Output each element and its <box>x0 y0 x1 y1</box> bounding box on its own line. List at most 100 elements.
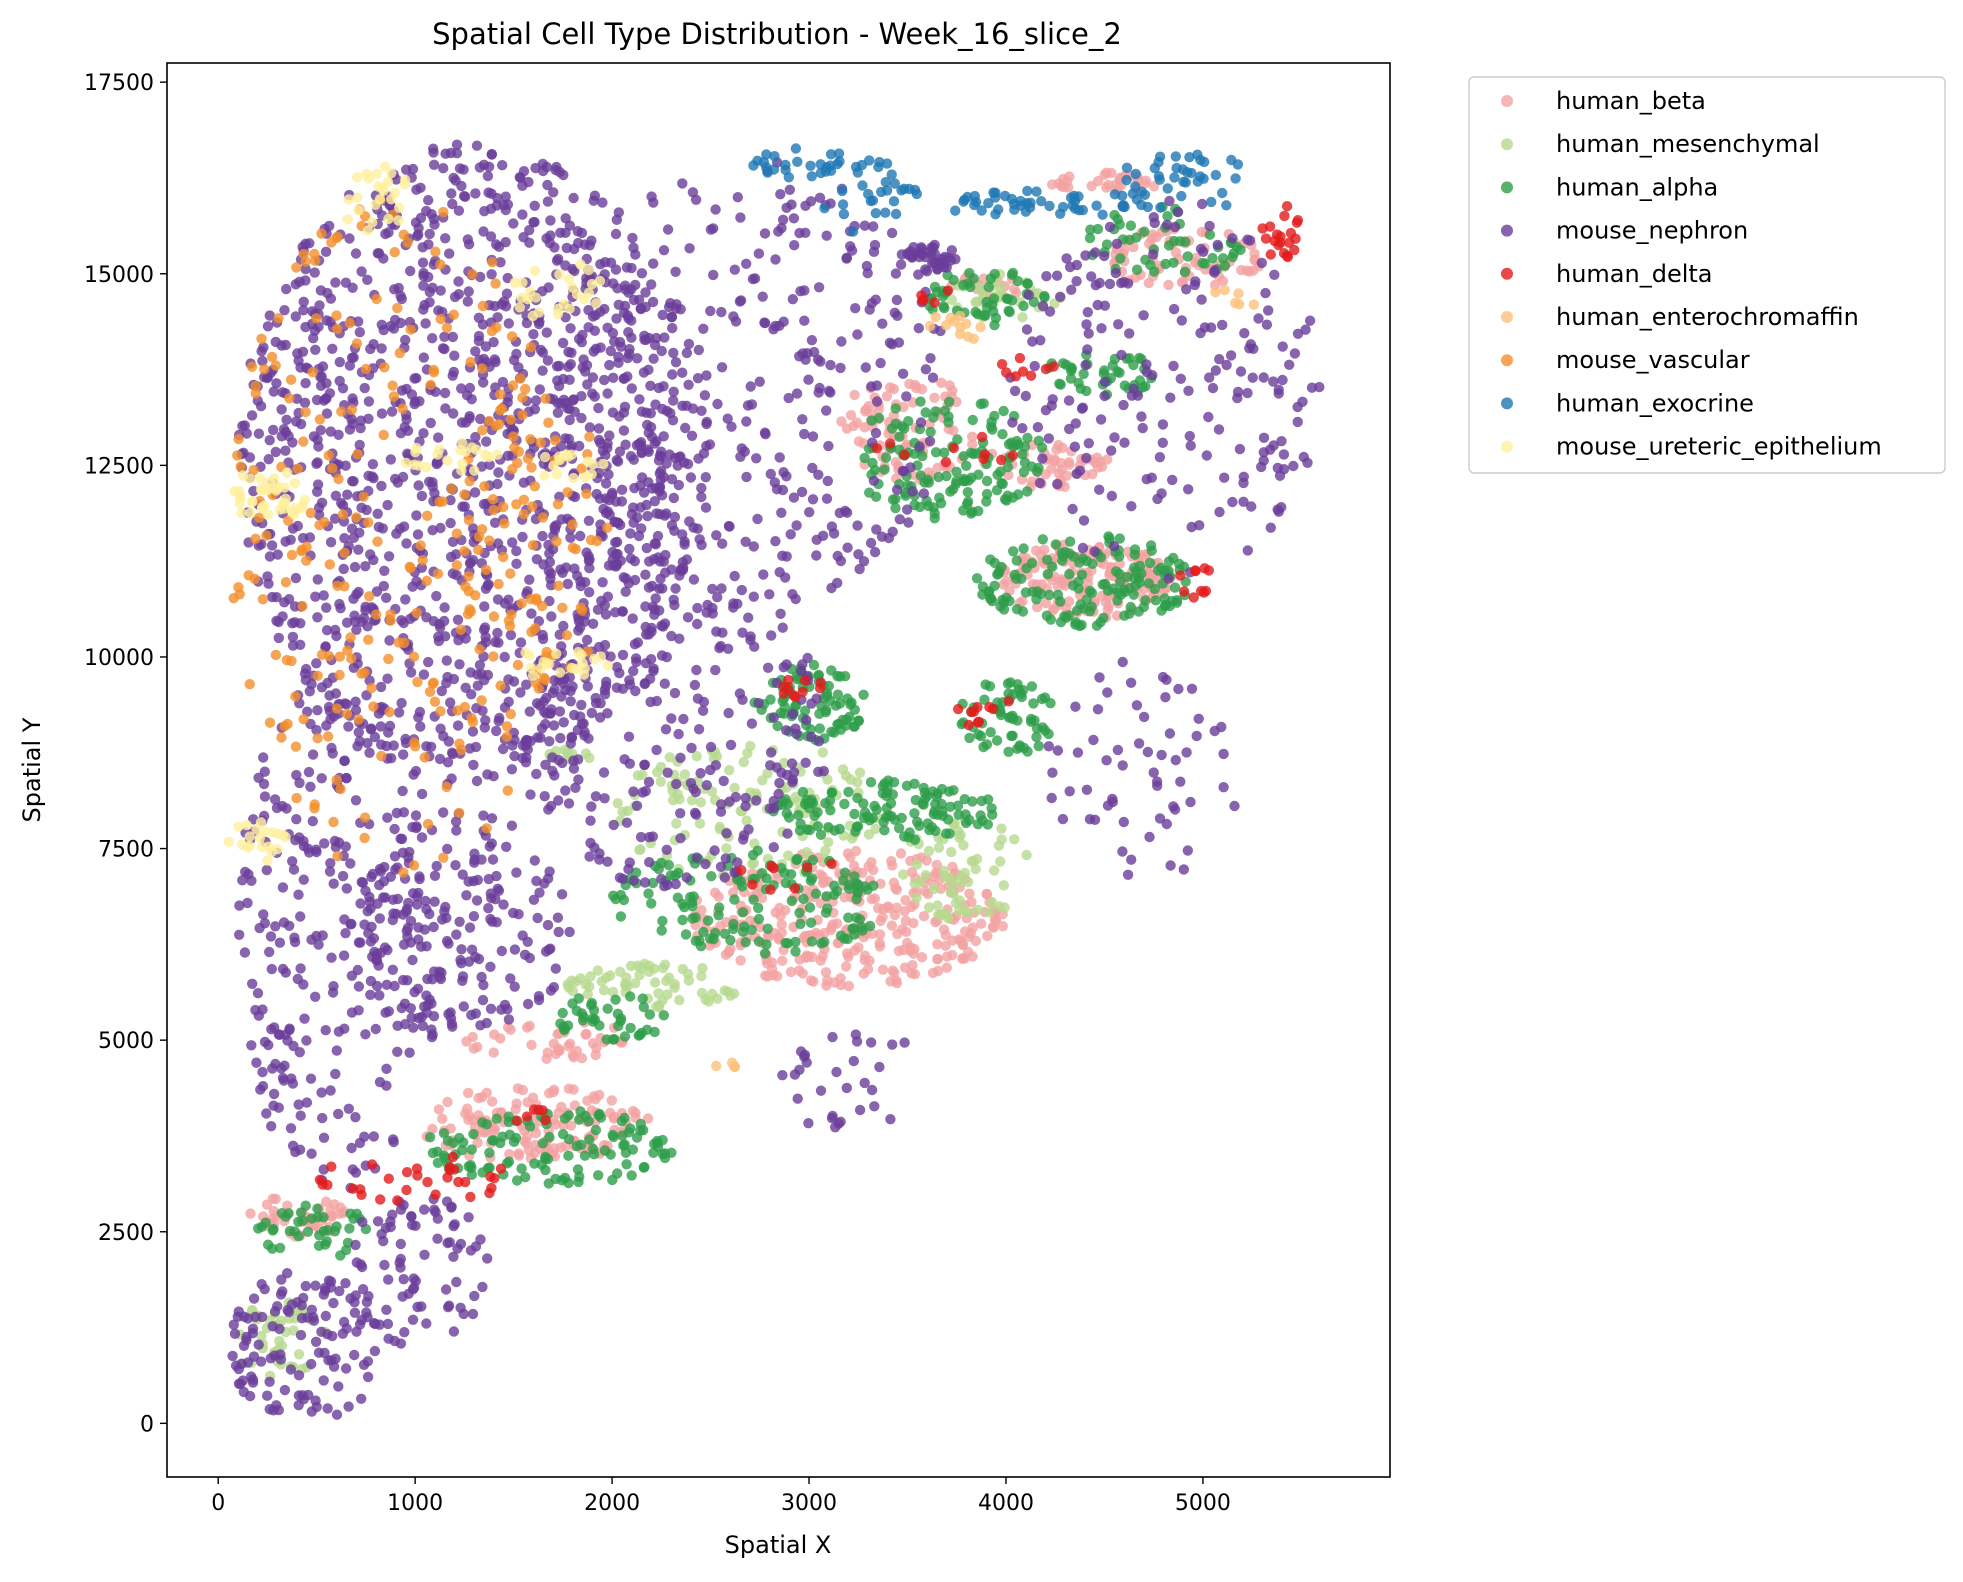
point-mouse-nephron <box>722 643 734 654</box>
point-mouse-nephron <box>450 860 461 871</box>
point-mouse-nephron <box>870 427 882 439</box>
point-mouse-nephron <box>399 1327 410 1338</box>
point-human-beta <box>488 1126 500 1137</box>
point-mouse-nephron <box>412 529 424 540</box>
point-mouse-nephron <box>802 652 813 664</box>
point-human-alpha <box>982 794 994 805</box>
point-human-mesenchymal <box>696 970 707 982</box>
point-mouse-nephron <box>799 428 810 440</box>
point-mouse-nephron <box>374 1076 386 1088</box>
point-mouse-nephron <box>1096 323 1107 334</box>
point-human-mesenchymal <box>632 770 644 781</box>
point-mouse-nephron <box>658 381 669 392</box>
point-mouse-nephron <box>1234 443 1246 455</box>
point-mouse-nephron <box>449 350 460 361</box>
point-mouse-nephron <box>460 417 472 428</box>
point-human-alpha <box>465 1160 476 1171</box>
point-mouse-nephron <box>584 851 595 862</box>
point-mouse-nephron <box>440 148 451 159</box>
point-mouse-nephron <box>391 807 402 819</box>
point-mouse-nephron <box>316 1087 327 1098</box>
point-mouse-nephron <box>1181 284 1192 295</box>
point-mouse-nephron <box>300 378 311 389</box>
point-human-alpha <box>1018 300 1029 312</box>
point-human-mesenchymal <box>696 987 708 999</box>
point-human-beta <box>794 954 805 965</box>
point-mouse-nephron <box>589 842 600 853</box>
point-mouse-nephron <box>549 770 560 781</box>
point-mouse-nephron <box>1253 313 1264 324</box>
point-mouse-nephron <box>1157 419 1169 430</box>
point-mouse-nephron <box>1007 417 1018 428</box>
point-mouse-nephron <box>613 351 624 362</box>
point-mouse-nephron <box>586 235 597 246</box>
point-mouse-nephron <box>1238 477 1249 489</box>
point-mouse-nephron <box>413 480 424 491</box>
point-mouse-nephron <box>292 348 303 359</box>
point-mouse-nephron <box>374 913 385 924</box>
point-human-alpha <box>1128 589 1139 600</box>
point-mouse-nephron <box>864 304 875 315</box>
point-human-alpha <box>753 936 765 947</box>
point-mouse-nephron <box>376 480 387 492</box>
point-mouse-nephron <box>686 430 698 441</box>
point-human-alpha <box>998 405 1009 417</box>
point-mouse-nephron <box>341 617 353 628</box>
point-mouse-nephron <box>554 706 566 717</box>
point-human-alpha <box>918 782 929 794</box>
point-mouse-nephron <box>1043 433 1055 444</box>
point-human-alpha <box>574 1171 585 1182</box>
point-mouse-nephron <box>321 315 332 326</box>
point-mouse-nephron <box>454 916 465 927</box>
point-human-alpha <box>1041 610 1053 621</box>
point-human-mesenchymal <box>801 847 812 858</box>
point-mouse-nephron <box>821 405 832 416</box>
point-mouse-nephron <box>804 507 815 518</box>
point-mouse-nephron <box>1111 238 1123 249</box>
point-mouse-nephron <box>528 894 540 905</box>
point-mouse-nephron <box>264 551 276 562</box>
point-human-beta <box>888 877 900 888</box>
point-mouse-nephron <box>608 819 619 831</box>
point-mouse-nephron <box>518 166 530 177</box>
point-mouse-nephron <box>726 421 737 432</box>
point-human-beta <box>965 928 976 939</box>
point-mouse-nephron <box>227 1350 238 1362</box>
point-mouse-nephron <box>1244 235 1256 246</box>
point-mouse-nephron <box>268 1100 279 1111</box>
point-human-beta <box>606 1095 617 1106</box>
point-mouse-nephron <box>1099 250 1110 262</box>
point-mouse-nephron <box>274 937 286 948</box>
point-mouse-nephron <box>426 209 437 220</box>
point-human-alpha <box>765 694 776 705</box>
point-human-alpha <box>293 1231 304 1242</box>
point-human-alpha <box>1064 569 1075 580</box>
point-mouse-nephron <box>282 1304 293 1316</box>
point-mouse-nephron <box>300 674 311 686</box>
point-human-alpha <box>917 798 928 809</box>
point-human-mesenchymal <box>288 1325 299 1336</box>
point-human-alpha <box>996 561 1007 573</box>
point-mouse-nephron <box>258 909 269 920</box>
point-mouse-nephron <box>349 561 361 573</box>
point-human-alpha <box>1100 578 1111 590</box>
point-mouse-nephron <box>1274 470 1286 481</box>
point-human-alpha <box>806 936 818 947</box>
point-mouse-nephron <box>565 685 576 697</box>
point-human-alpha <box>1054 378 1065 389</box>
point-human-alpha <box>1068 580 1079 591</box>
point-mouse-nephron <box>327 343 338 354</box>
point-human-mesenchymal <box>999 902 1010 913</box>
point-mouse-nephron <box>682 612 694 623</box>
point-mouse-nephron <box>695 768 706 779</box>
point-mouse-nephron <box>328 878 339 889</box>
point-mouse-nephron <box>1269 269 1280 280</box>
point-human-beta <box>898 401 909 413</box>
point-mouse-nephron <box>723 707 734 719</box>
point-mouse-nephron <box>380 892 391 903</box>
point-mouse-nephron <box>803 374 814 385</box>
point-mouse-nephron <box>343 1103 354 1115</box>
point-mouse-nephron <box>316 773 327 784</box>
point-mouse-nephron <box>669 599 680 611</box>
point-mouse-nephron <box>572 226 583 237</box>
